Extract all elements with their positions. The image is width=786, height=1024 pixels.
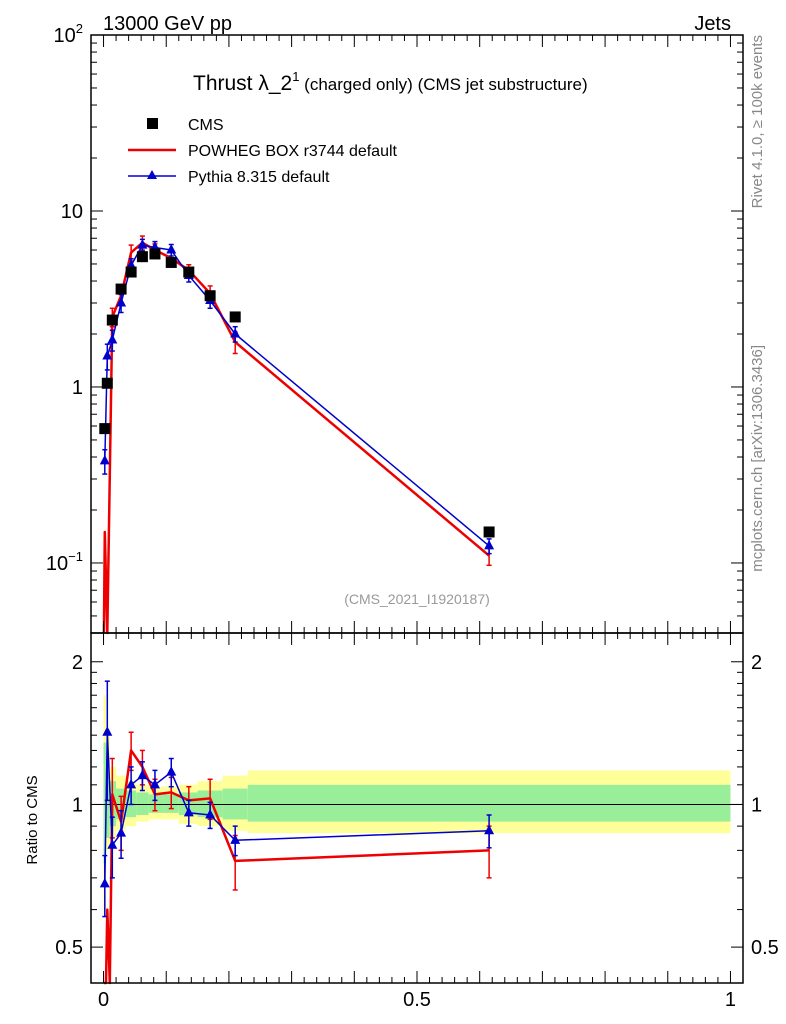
main-cms-point	[183, 266, 195, 278]
main-y-tick-label: 10−1	[46, 549, 83, 575]
main-y-tick-label: 102	[54, 21, 83, 47]
chart-title: Thrust λ_21 (charged only) (CMS jet subs…	[193, 69, 588, 95]
main-y-tick-label: 10	[61, 201, 83, 223]
main-cms-point	[165, 256, 177, 268]
main-pythia-point	[137, 239, 148, 249]
main-cms-point	[229, 311, 241, 323]
legend-pythia-label: Pythia 8.315 default	[188, 169, 330, 186]
legend-cms-label: CMS	[188, 117, 224, 134]
ratio-band-inner-6	[148, 794, 164, 813]
main-y-tick-label-exp: 2	[76, 21, 83, 36]
main-cms-point	[115, 283, 127, 295]
main-cms-point	[149, 248, 161, 260]
legend-cms-marker	[147, 118, 158, 129]
main-pythia-point	[230, 328, 241, 338]
ratio-pythia-point	[126, 778, 137, 789]
chart-title-main: Thrust λ_2	[193, 72, 292, 95]
main-y-tick-label-base: 10	[46, 553, 68, 575]
main-pythia-point	[116, 297, 127, 307]
ratio-powheg-line	[103, 749, 490, 985]
ratio-pythia-point	[205, 808, 216, 819]
ratio-pythia-point	[116, 827, 127, 837]
ratio-pythia-point	[484, 824, 495, 835]
main-cms-point	[483, 526, 495, 538]
ratio-y-tick-label-left: 2	[72, 652, 83, 674]
ratio-y-tick-label-right: 1	[751, 794, 762, 816]
ratio-pythia-line	[104, 731, 490, 884]
main-pythia-point	[99, 454, 110, 465]
ratio-y-tick-label-right: 0.5	[751, 937, 779, 959]
ratio-axes: 0 0.5 1 2 2 1 1 0.5 0.5	[55, 632, 779, 1011]
main-y-tick-label-exp: −1	[68, 549, 83, 564]
ratio-band-inner-5	[136, 792, 149, 815]
ratio-x-tick-label: 0	[98, 989, 109, 1011]
main-pythia-point	[166, 244, 177, 254]
legend: CMS POWHEG BOX r3744 default Pythia 8.31…	[128, 117, 398, 186]
main-cms-point	[125, 266, 137, 278]
ratio-pythia-point	[99, 877, 110, 888]
ratio-series-layer	[99, 680, 495, 985]
main-cms-point	[106, 314, 118, 326]
legend-pythia-marker	[147, 170, 157, 179]
ratio-pythia-point	[183, 806, 194, 817]
ratio-y-tick-label-right: 2	[751, 652, 762, 674]
ratio-pythia-point	[137, 769, 148, 780]
main-y-tick-label: 1	[72, 377, 83, 399]
rivet-label: Rivet 4.1.0, ≥ 100k events	[749, 35, 766, 208]
ratio-pythia-point	[149, 778, 160, 789]
ratio-x-tick-label: 0.5	[403, 989, 431, 1011]
chart-title-superscript: 1	[292, 69, 299, 84]
ratio-pythia-point	[107, 839, 118, 849]
main-y-tick-label-base: 10	[61, 201, 83, 223]
main-y-tick-label-base: 10	[54, 25, 76, 47]
ratio-y-tick-label-left: 1	[72, 794, 83, 816]
ratio-x-tick-label: 1	[725, 989, 736, 1011]
main-pythia-point	[102, 349, 113, 360]
main-cms-point	[101, 377, 113, 389]
main-pythia-point	[484, 539, 495, 550]
legend-powheg-label: POWHEG BOX r3744 default	[188, 143, 398, 160]
analysis-tag: (CMS_2021_I1920187)	[344, 591, 490, 607]
ratio-pythia-point	[166, 766, 177, 776]
main-cms-point	[204, 290, 216, 302]
source-label: mcplots.cern.ch [arXiv:1306.3436]	[749, 345, 766, 572]
ratio-y-tick-label-left: 0.5	[55, 937, 83, 959]
main-cms-point	[136, 251, 148, 263]
main-pythia-point	[107, 333, 118, 344]
process-label: Jets	[694, 13, 731, 35]
ratio-pythia-point	[102, 726, 113, 736]
main-cms-point	[99, 423, 111, 435]
ratio-band-inner-0	[103, 742, 107, 864]
chart-title-suffix: (charged only) (CMS jet substructure)	[299, 75, 587, 94]
main-y-tick-label-base: 1	[72, 377, 83, 399]
energy-label: 13000 GeV pp	[103, 13, 232, 35]
ratio-pythia-point	[230, 834, 241, 844]
ratio-ylabel: Ratio to CMS	[24, 775, 41, 864]
